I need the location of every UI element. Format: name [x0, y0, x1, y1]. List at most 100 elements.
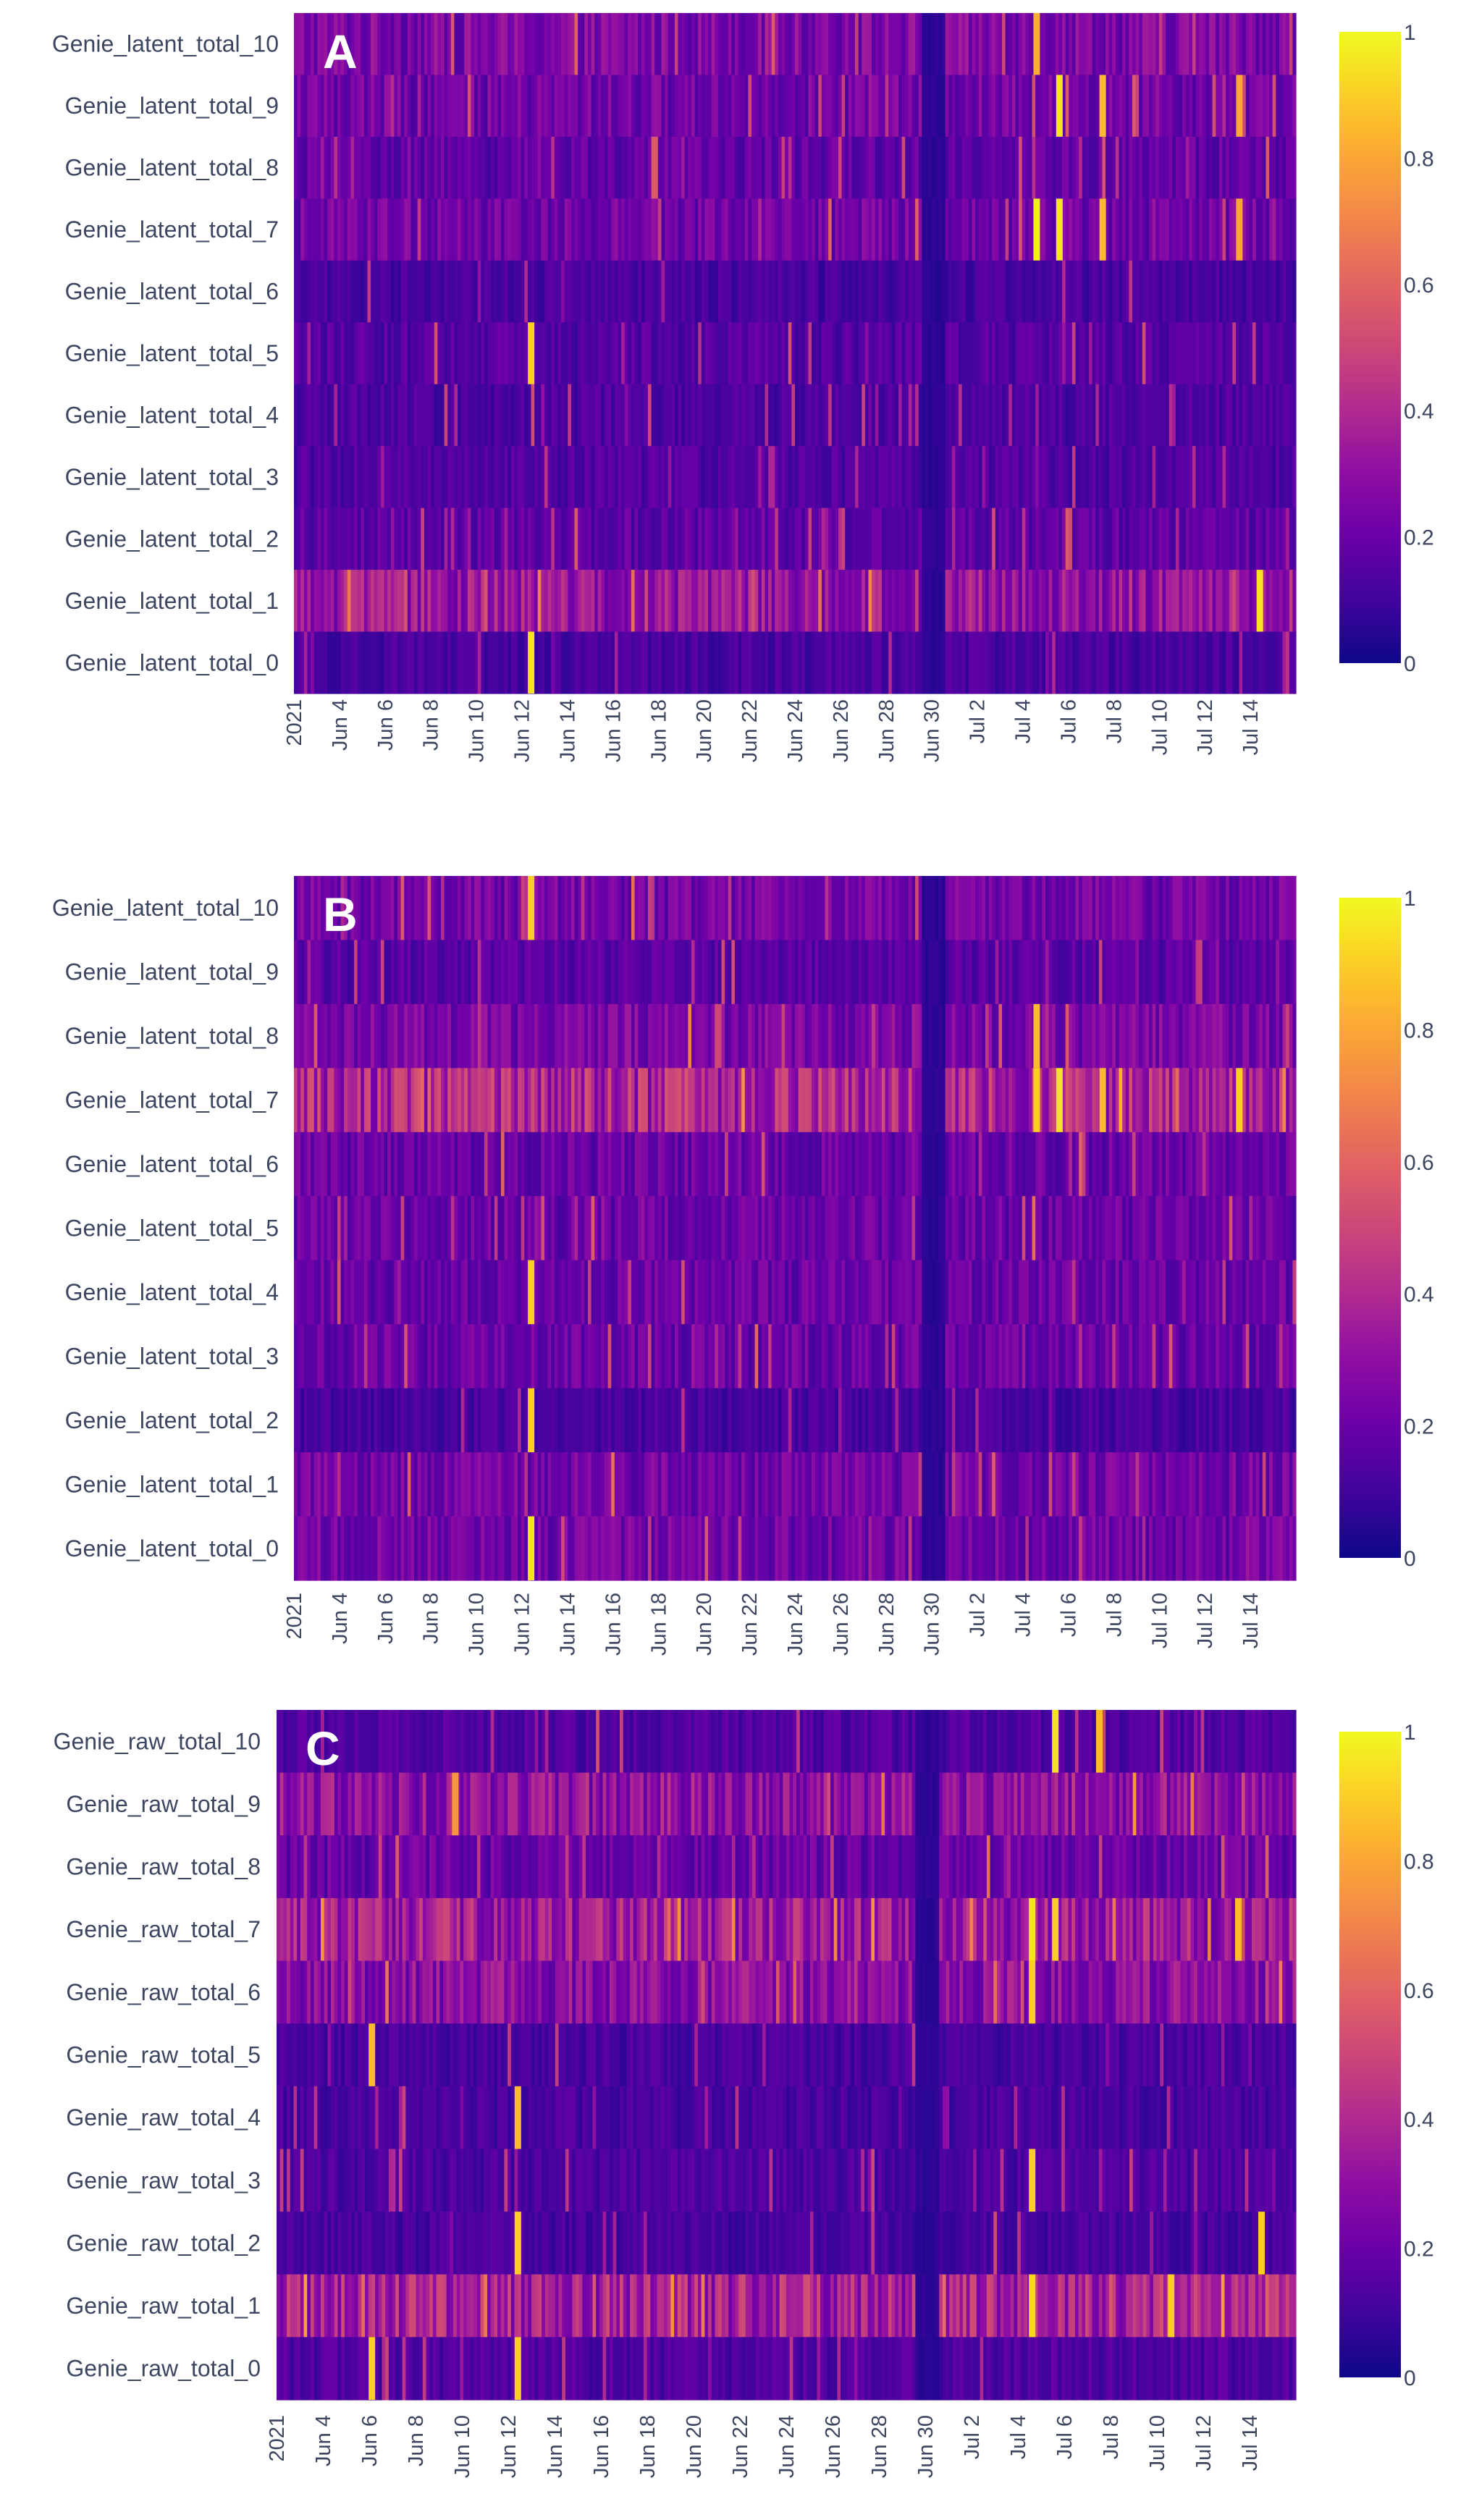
heatmap-cell: [320, 1003, 325, 1069]
heatmap-cell: [804, 260, 809, 323]
heatmap-cell: [344, 322, 348, 385]
heatmap-cell: [638, 631, 642, 694]
heatmap-cell: [908, 1132, 913, 1197]
heatmap-cell: [541, 1068, 545, 1133]
heatmap-cell: [641, 322, 645, 385]
heatmap-cell: [1082, 876, 1086, 941]
heatmap-cell: [891, 75, 896, 138]
heatmap-cell: [518, 136, 522, 199]
heatmap-cell: [421, 507, 425, 570]
heatmap-cell: [721, 13, 725, 76]
heatmap-cell: [400, 260, 405, 323]
heatmap-cell: [307, 1132, 311, 1197]
heatmap-cell: [785, 13, 789, 76]
heatmap-cell: [1019, 260, 1023, 323]
heatmap-cell: [410, 198, 415, 261]
heatmap-cell: [654, 75, 659, 138]
heatmap-cell: [744, 75, 749, 138]
heatmap-cell: [1028, 136, 1033, 199]
heatmap-cell: [614, 198, 619, 261]
heatmap-cell: [307, 384, 311, 447]
heatmap-cell: [1108, 446, 1113, 509]
heatmap-cell: [584, 631, 589, 694]
heatmap-cell: [738, 1132, 742, 1197]
heatmap-cell: [1042, 1003, 1046, 1069]
heatmap-cell: [665, 570, 669, 633]
heatmap-cell: [938, 322, 943, 385]
heatmap-cell: [591, 940, 595, 1005]
heatmap-cell: [1071, 384, 1077, 447]
heatmap-cell: [872, 384, 876, 447]
heatmap-cell: [387, 507, 392, 570]
heatmap-cell: [634, 322, 639, 385]
heatmap-cell: [1112, 631, 1116, 694]
heatmap-cell: [1195, 570, 1200, 633]
heatmap-cell: [1162, 1132, 1166, 1197]
heatmap-cell: [344, 198, 348, 261]
heatmap-cell: [357, 13, 361, 76]
heatmap-cell: [587, 1132, 592, 1197]
heatmap-cell: [440, 1003, 445, 1069]
heatmap-cell: [347, 75, 352, 138]
heatmap-cell: [648, 631, 652, 694]
heatmap-cell: [574, 940, 578, 1005]
heatmap-cell: [481, 570, 485, 633]
heatmap-cell: [864, 136, 869, 199]
heatmap-cell: [868, 322, 872, 385]
heatmap-cell: [801, 384, 806, 447]
heatmap-cell: [534, 1068, 539, 1133]
heatmap-cell: [404, 322, 408, 385]
heatmap-cell: [1276, 75, 1280, 138]
heatmap-cell: [384, 136, 388, 199]
heatmap-cell: [972, 13, 976, 76]
heatmap-cell: [721, 260, 725, 323]
heatmap-cell: [1132, 631, 1137, 694]
heatmap-cell: [450, 198, 455, 261]
heatmap-cell: [1226, 13, 1230, 76]
heatmap-cell: [775, 1132, 779, 1197]
heatmap-cell: [901, 384, 906, 447]
heatmap-cell: [688, 1132, 692, 1197]
heatmap-cell: [754, 1003, 759, 1069]
heatmap-cell: [481, 260, 485, 323]
heatmap-cell: [570, 384, 576, 447]
heatmap-cell: [935, 1003, 939, 1069]
heatmap-cell: [1088, 570, 1093, 633]
x-tick-label: Jun 6: [374, 699, 397, 751]
heatmap-cell: [717, 940, 723, 1005]
heatmap-cell: [1262, 1132, 1267, 1197]
heatmap-cell: [678, 876, 682, 941]
heatmap-cell: [1132, 322, 1137, 385]
heatmap-cell: [641, 446, 645, 509]
heatmap-cell: [297, 507, 301, 570]
heatmap-cell: [554, 1196, 559, 1261]
heatmap-cell: [1069, 940, 1073, 1005]
heatmap-cell: [925, 631, 930, 694]
heatmap-cell: [484, 570, 489, 633]
heatmap-cell: [744, 384, 749, 447]
heatmap-cell: [427, 570, 431, 633]
heatmap-cell: [1168, 13, 1173, 76]
heatmap-cell: [648, 1132, 652, 1197]
heatmap-cell: [421, 13, 425, 76]
heatmap-cell: [1242, 1068, 1247, 1133]
heatmap-cell: [1265, 75, 1270, 138]
heatmap-cell: [374, 631, 378, 694]
heatmap-cell: [1106, 1003, 1110, 1069]
heatmap-cell: [1182, 13, 1187, 76]
heatmap-cell: [988, 631, 993, 694]
heatmap-cell: [454, 1132, 458, 1197]
heatmap-cell: [778, 198, 783, 261]
heatmap-cell: [320, 570, 325, 633]
heatmap-cell: [574, 13, 578, 76]
heatmap-cell: [367, 384, 371, 447]
heatmap-cell: [334, 876, 338, 941]
heatmap-cell: [521, 876, 525, 941]
heatmap-cell: [1212, 322, 1216, 385]
heatmap-cell: [390, 260, 395, 323]
heatmap-cell: [667, 446, 672, 509]
heatmap-cell: [1108, 136, 1113, 199]
heatmap-cell: [761, 876, 766, 941]
heatmap-cell: [638, 198, 642, 261]
heatmap-cell: [1185, 260, 1189, 323]
